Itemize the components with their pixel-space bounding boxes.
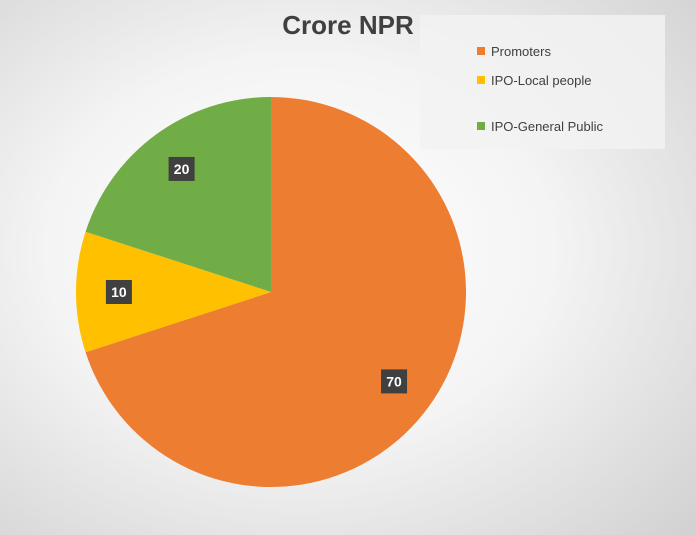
pie-slice-ipo-local-people (75, 231, 271, 353)
pie-slices (75, 97, 466, 487)
chart-legend: Promoters IPO-Local people IPO-General P… (420, 15, 665, 149)
legend-swatch-ipo-local-people (477, 76, 485, 84)
pie-slice-ipo-general-public (85, 97, 271, 292)
legend-swatch-ipo-general-public (477, 122, 485, 130)
data-label-promoters: 70 (381, 369, 408, 394)
legend-item-promoters: Promoters (477, 42, 551, 60)
legend-label-promoters: Promoters (491, 43, 551, 59)
pie-slice-promoters (85, 97, 466, 487)
legend-label-ipo-local-people: IPO-Local people (491, 72, 592, 88)
data-label-box-ipo-local-people (105, 280, 132, 304)
data-label-box-promoters (381, 369, 408, 394)
pie-data-labels: 70 10 20 (105, 156, 408, 394)
legend-item-ipo-general-public: IPO-General Public (477, 117, 603, 135)
data-label-text-ipo-general-public: 20 (174, 161, 190, 177)
data-label-text-promoters: 70 (386, 373, 402, 389)
legend-label-ipo-general-public: IPO-General Public (491, 118, 603, 134)
data-label-ipo-local-people: 10 (105, 280, 132, 304)
data-label-box-ipo-general-public (168, 156, 195, 181)
data-label-ipo-general-public: 20 (168, 156, 195, 181)
legend-item-ipo-local-people: IPO-Local people (477, 71, 591, 89)
legend-swatch-promoters (477, 47, 485, 55)
chart-title: Crore NPR (282, 10, 414, 40)
data-label-text-ipo-local-people: 10 (111, 284, 127, 300)
